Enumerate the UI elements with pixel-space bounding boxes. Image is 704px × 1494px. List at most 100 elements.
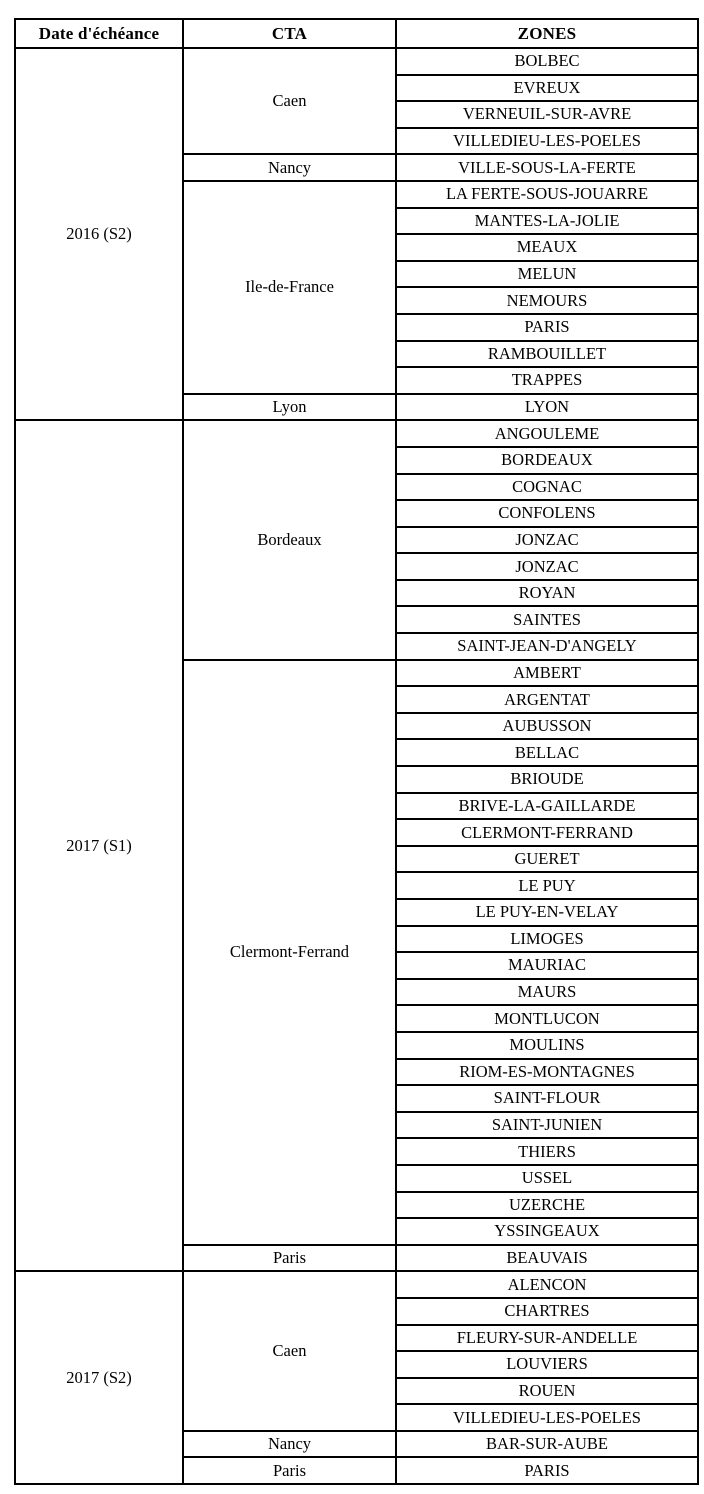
date-echeance-cell: 2016 (S2)	[14, 46, 184, 422]
header-date-echeance: Date d'échéance	[14, 18, 184, 49]
table-row: MEAUX	[15, 233, 699, 262]
zone-cell: VILLEDIEU-LES-POELES	[395, 1403, 699, 1432]
table-row: SAINT-JEAN-D'ANGELY	[15, 632, 699, 661]
table-row: 2017 (S1) Bordeaux ANGOULEME	[14, 419, 699, 1273]
table-row: LE PUY-EN-VELAY	[15, 898, 699, 927]
table-row: SAINT-FLOUR	[15, 1084, 699, 1113]
table-row: CLERMONT-FERRAND	[15, 818, 699, 847]
cta-cell: Ile-de-France	[182, 179, 397, 395]
zone-cell: LE PUY	[395, 871, 699, 900]
zone-cell: PARIS	[395, 1456, 699, 1486]
echeance-zones-table: Date d'échéance CTA ZONES 2016 (S2) Caen B…	[14, 18, 699, 1486]
date-echeance-cell: 2017 (S1)	[14, 419, 184, 1273]
table-row: NEMOURS	[15, 286, 699, 315]
table-row: MAURS	[15, 977, 699, 1007]
zone-cell: MEAUX	[395, 233, 699, 262]
zone-cell: UZERCHE	[395, 1190, 699, 1220]
cta-cell: Lyon	[182, 392, 397, 422]
zone-cell: ROYAN	[395, 578, 699, 608]
header-row: Date d'échéance CTA ZONES	[14, 18, 699, 49]
table-row: ROYAN	[15, 578, 699, 608]
zone-cell: SAINT-FLOUR	[395, 1084, 699, 1113]
table-row: TRAPPES	[15, 366, 699, 395]
cta-cell: Caen	[182, 1270, 397, 1432]
table-row: RAMBOUILLET	[15, 339, 699, 369]
zone-cell: CLERMONT-FERRAND	[395, 818, 699, 847]
table-row: MOULINS	[15, 1030, 699, 1060]
table-row: USSEL	[15, 1163, 699, 1193]
zone-cell: MONTLUCON	[395, 1004, 699, 1033]
table-row: JONZAC	[15, 525, 699, 555]
table-body: 2016 (S2) Caen BOLBEC EVREUX VERNEUIL-SUR-AV…	[14, 46, 699, 1486]
table-row: BRIVE-LA-GAILLARDE	[15, 791, 699, 821]
table-row: COGNAC	[15, 472, 699, 502]
table-row: Clermont-Ferrand AMBERT	[15, 658, 699, 1246]
cta-cell: Nancy	[182, 1429, 397, 1459]
zone-cell: USSEL	[395, 1163, 699, 1193]
table-row: UZERCHE	[15, 1190, 699, 1220]
table-row: SAINT-JUNIEN	[15, 1110, 699, 1140]
zone-cell: YSSINGEAUX	[395, 1217, 699, 1246]
zone-cell: THIERS	[395, 1137, 699, 1166]
zone-cell: LE PUY-EN-VELAY	[395, 898, 699, 927]
cta-cell: Nancy	[182, 153, 397, 182]
zone-cell: COGNAC	[395, 472, 699, 502]
table-row: GUERET	[15, 844, 699, 874]
table-row: LOUVIERS	[15, 1350, 699, 1379]
zone-cell: LA FERTE-SOUS-JOUARRE	[395, 179, 699, 209]
table-row: THIERS	[15, 1137, 699, 1166]
zone-cell: VILLE-SOUS-LA-FERTE	[395, 153, 699, 182]
table-row: AUBUSSON	[15, 711, 699, 741]
zone-cell: BEAUVAIS	[395, 1243, 699, 1273]
table-row: FLEURY-SUR-ANDELLE	[15, 1323, 699, 1353]
table-row: Paris PARIS	[15, 1456, 699, 1486]
zone-cell: BELLAC	[395, 738, 699, 768]
zone-cell: MANTES-LA-JOLIE	[395, 206, 699, 236]
zone-cell: MAURIAC	[395, 951, 699, 980]
zone-cell: VILLEDIEU-LES-POELES	[395, 126, 699, 156]
table-row: CHARTRES	[15, 1296, 699, 1326]
zone-cell: MELUN	[395, 259, 699, 289]
cta-cell: Clermont-Ferrand	[182, 658, 397, 1246]
zone-cell: NEMOURS	[395, 286, 699, 315]
zone-cell: BRIOUDE	[395, 765, 699, 794]
zone-cell: FLEURY-SUR-ANDELLE	[395, 1323, 699, 1353]
table-row: LIMOGES	[15, 924, 699, 954]
zone-cell: MOULINS	[395, 1030, 699, 1060]
zone-cell: SAINT-JUNIEN	[395, 1110, 699, 1140]
table-row: MANTES-LA-JOLIE	[15, 206, 699, 236]
zone-cell: LIMOGES	[395, 924, 699, 954]
table-row: LE PUY	[15, 871, 699, 900]
table-row: 2016 (S2) Caen BOLBEC	[14, 46, 699, 422]
header-cta: CTA	[182, 18, 397, 49]
zone-cell: BAR-SUR-AUBE	[395, 1429, 699, 1459]
zone-cell: AUBUSSON	[395, 711, 699, 741]
table-row: ARGENTAT	[15, 685, 699, 714]
table-row: SAINTES	[15, 605, 699, 635]
zone-cell: MAURS	[395, 977, 699, 1007]
zone-cell: EVREUX	[395, 73, 699, 103]
zone-cell: JONZAC	[395, 552, 699, 581]
zone-cell: ANGOULEME	[395, 419, 699, 448]
table-row: VERNEUIL-SUR-AVRE	[15, 100, 699, 129]
zone-cell: GUERET	[395, 844, 699, 874]
zone-cell: BOLBEC	[395, 47, 699, 76]
zone-cell: TRAPPES	[395, 366, 699, 395]
zone-cell: CONFOLENS	[395, 499, 699, 528]
zone-cell: RAMBOUILLET	[395, 339, 699, 369]
table-row: VILLEDIEU-LES-POELES	[15, 1403, 699, 1432]
zone-cell: ROUEN	[395, 1376, 699, 1406]
zone-cell: AMBERT	[395, 658, 699, 688]
zone-cell: JONZAC	[395, 525, 699, 555]
zone-cell: CHARTRES	[395, 1296, 699, 1326]
table-row: Paris BEAUVAIS	[15, 1243, 699, 1273]
table-row: Nancy BAR-SUR-AUBE	[15, 1429, 699, 1459]
header-zones: ZONES	[395, 18, 699, 49]
table-row: CONFOLENS	[15, 499, 699, 528]
zone-cell: BORDEAUX	[395, 445, 699, 475]
table-row: JONZAC	[15, 552, 699, 581]
table-row: BRIOUDE	[15, 765, 699, 794]
zone-cell: LOUVIERS	[395, 1350, 699, 1379]
zone-cell: ALENCON	[395, 1270, 699, 1299]
